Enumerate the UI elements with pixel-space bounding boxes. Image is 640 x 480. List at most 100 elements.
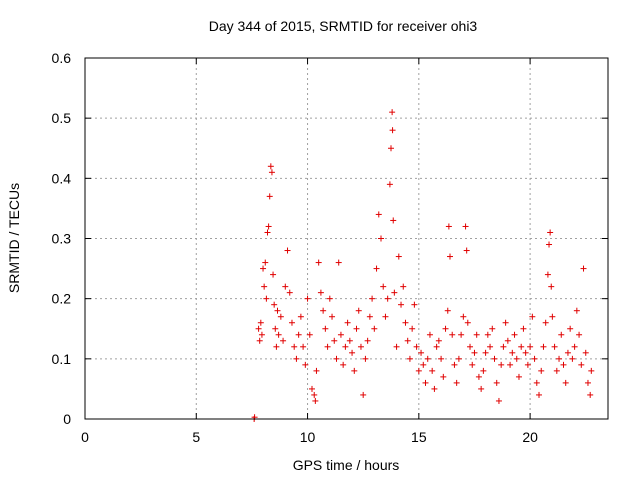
data-point <box>473 331 480 338</box>
data-point <box>404 337 411 344</box>
data-point <box>509 349 516 356</box>
data-point <box>533 379 540 386</box>
data-point <box>540 343 547 350</box>
data-point <box>471 349 478 356</box>
data-point <box>335 259 342 266</box>
data-point <box>291 343 298 350</box>
data-point <box>286 289 293 296</box>
x-tick-label: 5 <box>192 429 200 445</box>
data-point <box>390 217 397 224</box>
data-point <box>326 295 333 302</box>
data-point <box>415 367 422 374</box>
data-point <box>386 181 393 188</box>
data-point <box>366 313 373 320</box>
data-point <box>445 223 452 230</box>
data-point <box>536 391 543 398</box>
data-point <box>420 361 427 368</box>
data-point <box>429 367 436 374</box>
data-point <box>453 379 460 386</box>
data-point <box>406 355 413 362</box>
data-point <box>524 361 531 368</box>
data-point <box>553 367 560 374</box>
data-point <box>413 343 420 350</box>
data-point <box>395 253 402 260</box>
data-point <box>364 337 371 344</box>
data-point <box>569 355 576 362</box>
data-point <box>588 367 595 374</box>
data-point <box>520 325 527 332</box>
data-point <box>306 331 313 338</box>
data-point <box>446 253 453 260</box>
data-point <box>464 319 471 326</box>
data-point <box>277 313 284 320</box>
data-point <box>438 355 445 362</box>
data-point <box>369 295 376 302</box>
data-point <box>353 325 360 332</box>
data-point <box>463 247 470 254</box>
data-point <box>542 319 549 326</box>
y-axis-ticks: 0 0.1 0.2 0.3 0.4 0.5 0.6 <box>52 50 608 427</box>
data-point <box>515 373 522 380</box>
data-point <box>255 325 262 332</box>
data-point <box>300 343 307 350</box>
data-point <box>257 319 264 326</box>
data-point <box>489 325 496 332</box>
data-point <box>460 313 467 320</box>
data-point <box>402 319 409 326</box>
data-point <box>280 337 287 344</box>
data-point <box>284 247 291 254</box>
data-point <box>362 355 369 362</box>
data-point <box>393 343 400 350</box>
data-point <box>351 367 358 374</box>
data-point <box>487 343 494 350</box>
data-point <box>549 313 556 320</box>
data-point <box>573 307 580 314</box>
x-tick-label: 10 <box>300 429 316 445</box>
data-point <box>444 307 451 314</box>
data-point <box>263 295 270 302</box>
data-point <box>315 259 322 266</box>
data-point <box>295 331 302 338</box>
data-point <box>491 355 498 362</box>
data-point <box>371 325 378 332</box>
y-axis-label: SRMTID / TECUs <box>6 183 22 293</box>
data-point <box>357 343 364 350</box>
data-point <box>322 325 329 332</box>
data-point <box>355 307 362 314</box>
data-point <box>317 289 324 296</box>
data-point <box>262 259 269 266</box>
data-point <box>475 373 482 380</box>
data-point <box>478 385 485 392</box>
data-point <box>462 223 469 230</box>
data-point <box>273 343 280 350</box>
data-point <box>409 325 416 332</box>
data-point <box>551 343 558 350</box>
data-point <box>270 271 277 278</box>
data-point <box>435 337 442 344</box>
data-point <box>373 265 380 272</box>
x-tick-label: 0 <box>81 429 89 445</box>
data-point <box>518 343 525 350</box>
data-point <box>426 331 433 338</box>
data-point <box>268 169 275 176</box>
data-point <box>384 295 391 302</box>
data-point <box>274 307 281 314</box>
data-point <box>313 367 320 374</box>
data-point <box>507 361 514 368</box>
chart-title: Day 344 of 2015, SRMTID for receiver ohi… <box>209 18 478 34</box>
data-point <box>265 223 272 230</box>
data-point <box>567 325 574 332</box>
data-point <box>380 283 387 290</box>
data-point <box>418 349 425 356</box>
data-point <box>440 373 447 380</box>
y-tick-label: 0.5 <box>52 110 72 126</box>
x-axis-label: GPS time / hours <box>293 457 400 473</box>
data-point <box>411 301 418 308</box>
data-point <box>333 355 340 362</box>
x-tick-label: 20 <box>522 429 538 445</box>
grid-lines <box>85 58 608 419</box>
data-point <box>522 349 529 356</box>
data-point <box>502 319 509 326</box>
data-point <box>422 379 429 386</box>
data-point <box>312 397 319 404</box>
